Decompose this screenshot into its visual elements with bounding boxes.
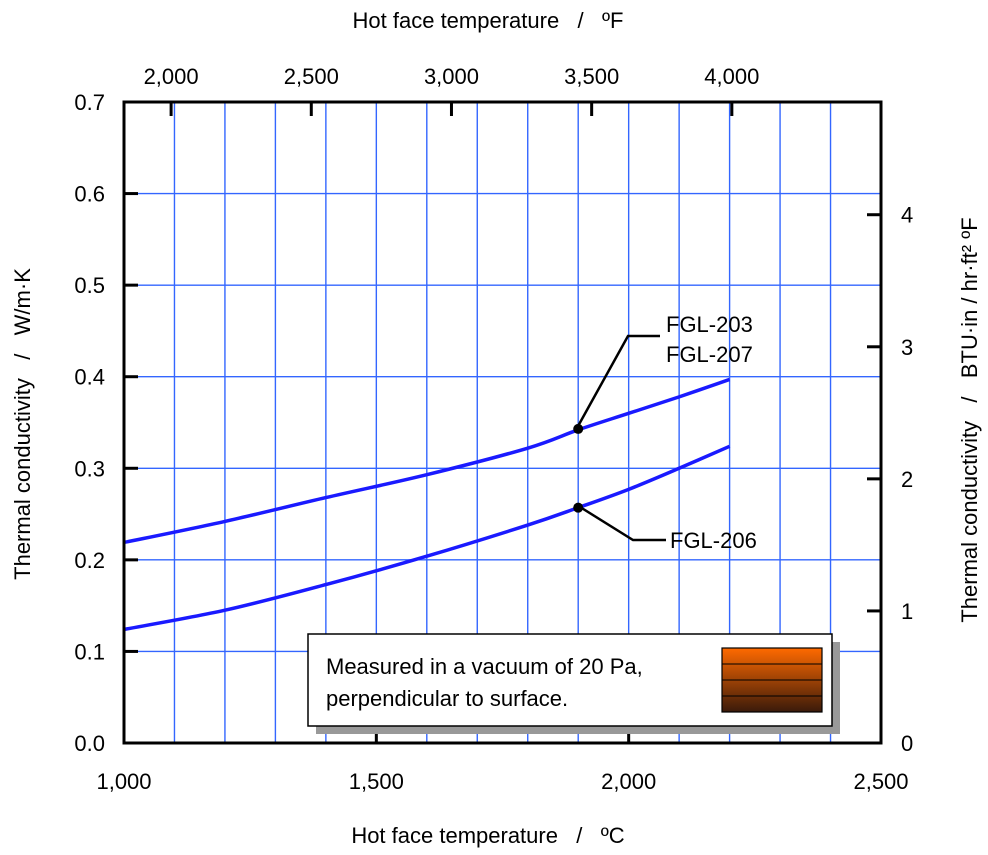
series-marker-0 (573, 423, 584, 434)
y-left-tick-label: 0.7 (74, 90, 105, 115)
x-bottom-tick-label: 1,000 (96, 769, 151, 794)
y-right-tick-label: 4 (901, 203, 913, 228)
series-line-1 (123, 444, 731, 632)
series-label-fgl-206: FGL-206 (670, 528, 757, 553)
annotation-line-1: Measured in a vacuum of 20 Pa, (326, 654, 643, 679)
annotation-box: Measured in a vacuum of 20 Pa, perpendic… (307, 633, 840, 734)
y-right-tick-label: 1 (901, 599, 913, 624)
y-left-tick-label: 0.1 (74, 639, 105, 664)
y-left-tick-label: 0.0 (74, 731, 105, 756)
x-top-tick-label: 3,500 (564, 64, 619, 89)
x-bottom-axis-title: Hot face temperature / ºC (351, 823, 624, 848)
y-left-tick-label: 0.5 (74, 273, 105, 298)
x-top-tick-label: 2,500 (284, 64, 339, 89)
series-marker-1 (573, 502, 584, 513)
y-left-tick-label: 0.6 (74, 182, 105, 207)
y-left-tick-label: 0.3 (74, 456, 105, 481)
tick-label-layer: 1,000 1,500 2,000 2,500 2,000 2,500 3,000 3,500… (74, 64, 913, 794)
series-line-0 (123, 377, 731, 545)
plot-frame (122, 100, 883, 745)
annotation-line-2: perpendicular to surface. (326, 686, 568, 711)
y-right-tick-label: 2 (901, 467, 913, 492)
y-right-tick-label: 3 (901, 335, 913, 360)
series-label-layer: FGL-203 FGL-207 FGL-206 (575, 312, 757, 553)
y-right-tick-label: 0 (901, 731, 913, 756)
leader-line-fgl-206 (579, 505, 666, 542)
material-swatch (721, 647, 823, 713)
x-top-tick-label: 3,000 (424, 64, 479, 89)
x-bottom-tick-label: 2,000 (601, 769, 656, 794)
leader-line-fgl-203-207 (575, 334, 660, 429)
x-bottom-tick-label: 2,500 (853, 769, 908, 794)
y-right-axis-title: Thermal conductivity / BTU·in / hr·ft² º… (957, 217, 982, 622)
x-top-tick-label: 2,000 (144, 64, 199, 89)
curve-layer (123, 377, 731, 632)
x-bottom-tick-label: 1,500 (349, 769, 404, 794)
x-top-tick-label: 4,000 (704, 64, 759, 89)
series-label-fgl-207: FGL-207 (666, 342, 753, 367)
x-top-axis-title: Hot face temperature / ºF (353, 8, 624, 33)
y-left-tick-label: 0.4 (74, 365, 105, 390)
y-left-axis-title: Thermal conductivity / W/m·K (10, 268, 35, 580)
series-label-fgl-203: FGL-203 (666, 312, 753, 337)
y-left-tick-label: 0.2 (74, 548, 105, 573)
